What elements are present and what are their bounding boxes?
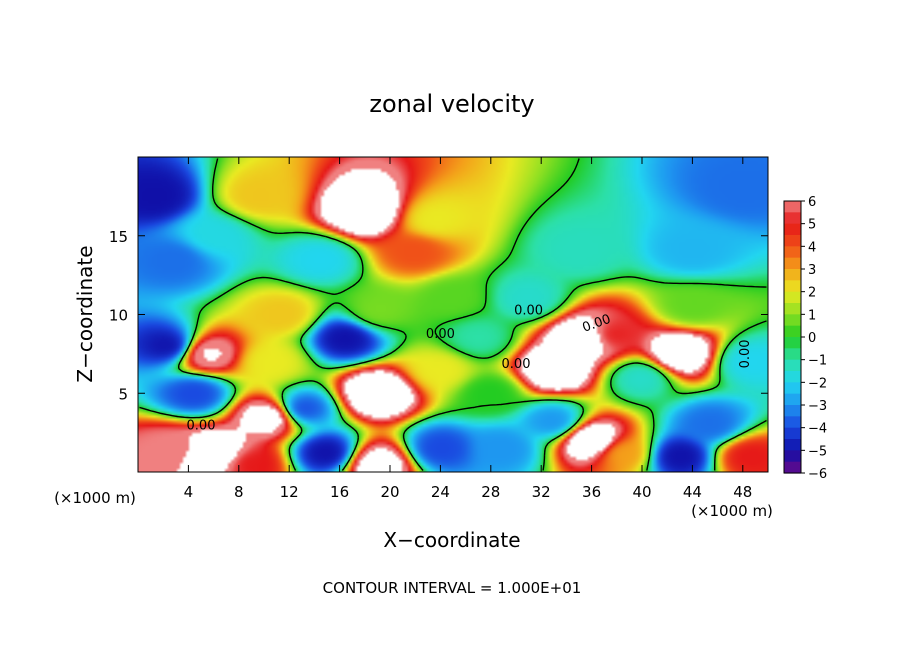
contour-interval-note: CONTOUR INTERVAL = 1.000E+01 [323, 579, 582, 597]
colorbar-band [784, 450, 801, 463]
y-axis-title: Z−coordinate [73, 245, 97, 382]
plot-area: 0.000.000.000.000.000.00 [137, 156, 769, 473]
colorbar-tick-label: −5 [808, 444, 827, 459]
colorbar-band [784, 359, 801, 372]
colorbar-tick-label: 4 [808, 240, 816, 255]
colorbar-tick-label: 2 [808, 286, 816, 301]
colorbar-tick-label: −3 [808, 399, 827, 414]
contour-label: 0.00 [187, 418, 216, 433]
colorbar-band [784, 246, 801, 259]
x-tick-label: 40 [632, 483, 651, 501]
x-tick-label: 8 [234, 483, 244, 501]
colorbar-tick-label: 0 [808, 331, 816, 346]
colorbar-band [784, 269, 801, 281]
y-axis-ticks: 5 10 15 [109, 228, 768, 403]
contour-label: 0.00 [426, 327, 455, 342]
colorbar-tick-label: 5 [808, 218, 816, 233]
x-tick-label: 20 [380, 483, 399, 501]
x-tick-label: 36 [582, 483, 601, 501]
colorbar-band [784, 314, 801, 327]
contour-label: 0.00 [738, 339, 753, 368]
colorbar-band [784, 348, 801, 361]
colorbar-tick-label: 3 [808, 263, 816, 278]
x-unit-left: (×1000 m) [54, 489, 136, 507]
colorbar-band [784, 371, 801, 383]
colorbar: 6 5 4 3 2 1 0 −1 −2 −3 −4 −5 −6 [783, 195, 827, 482]
colorbar-tick-label: −4 [808, 422, 827, 437]
colorbar-band [784, 257, 801, 270]
contour-label: 0.00 [514, 304, 543, 319]
colorbar-band [784, 223, 801, 236]
colorbar-band [784, 280, 801, 293]
colorbar-tick-label: 1 [808, 308, 816, 323]
x-tick-label: 12 [280, 483, 299, 501]
x-tick-label: 44 [683, 483, 702, 501]
chart-title: zonal velocity [369, 90, 534, 118]
colorbar-band [784, 212, 801, 225]
colorbar-tick-label: 6 [808, 195, 816, 210]
colorbar-band [784, 337, 801, 349]
y-tick-label: 15 [109, 228, 128, 246]
x-tick-label: 28 [481, 483, 500, 501]
colorbar-band [784, 291, 801, 304]
colorbar-band [784, 405, 801, 417]
colorbar-band [784, 393, 801, 406]
colorbar-band [784, 303, 801, 315]
colorbar-tick-label: −6 [808, 467, 827, 482]
heatmap-field [138, 157, 768, 472]
y-tick-label: 10 [109, 307, 128, 325]
contour-label: 0.00 [502, 357, 531, 372]
colorbar-band [784, 439, 801, 451]
colorbar-band [784, 235, 801, 247]
x-tick-label: 48 [733, 483, 752, 501]
colorbar-band [784, 325, 801, 338]
heatmap-canvas [138, 157, 768, 472]
colorbar-band [784, 461, 801, 474]
colorbar-band [784, 416, 801, 429]
x-tick-label: 24 [431, 483, 450, 501]
colorbar-tick-label: −2 [808, 376, 827, 391]
x-tick-label: 4 [184, 483, 194, 501]
zero-contour-line [139, 158, 767, 471]
zero-contours [139, 158, 767, 471]
x-tick-label: 32 [532, 483, 551, 501]
x-unit-right: (×1000 m) [691, 502, 773, 520]
x-axis-title: X−coordinate [383, 528, 520, 552]
x-tick-label: 16 [330, 483, 349, 501]
colorbar-band [784, 427, 801, 440]
y-tick-label: 5 [118, 385, 128, 403]
colorbar-tick-label: −1 [808, 354, 827, 369]
x-axis-ticks: 4 8 12 16 20 24 28 32 36 40 44 48 [184, 157, 752, 501]
colorbar-band [784, 382, 801, 395]
colorbar-band [784, 201, 801, 213]
